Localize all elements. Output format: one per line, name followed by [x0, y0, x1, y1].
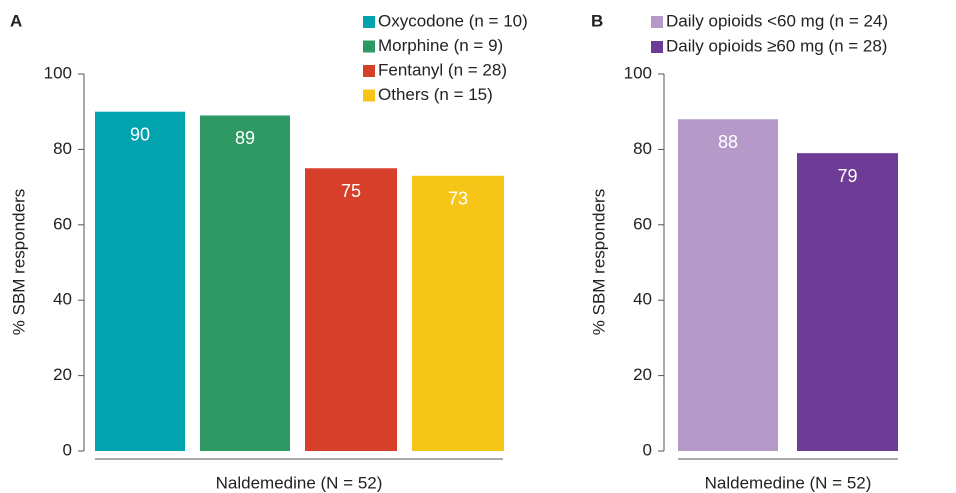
bar [797, 153, 898, 452]
y-axis-label: % SBM responders [9, 189, 28, 335]
y-tick-label: 60 [633, 214, 652, 233]
y-tick-label: 80 [53, 139, 72, 158]
y-tick-label: 0 [643, 440, 652, 459]
bar [678, 119, 778, 452]
value-label: 79 [837, 166, 857, 186]
y-tick-label: 80 [633, 139, 652, 158]
x-axis-label: Naldemedine (N = 52) [705, 473, 872, 492]
panel-label: B [591, 11, 603, 30]
y-axis-label: % SBM responders [589, 189, 608, 335]
legend-label: Morphine (n = 9) [378, 36, 503, 55]
legend-swatch [363, 89, 375, 102]
panel-label: A [10, 11, 22, 30]
y-tick-label: 20 [633, 365, 652, 384]
y-tick-label: 0 [63, 440, 72, 459]
y-tick-label: 60 [53, 214, 72, 233]
y-tick-label: 20 [53, 365, 72, 384]
legend-swatch [363, 16, 375, 28]
value-label: 89 [235, 128, 255, 148]
legend-swatch [363, 65, 375, 77]
x-axis-label: Naldemedine (N = 52) [216, 473, 383, 492]
legend-label: Fentanyl (n = 28) [378, 60, 507, 79]
value-label: 88 [718, 132, 738, 152]
bar [412, 175, 504, 452]
y-tick-label: 100 [44, 63, 72, 82]
y-tick-label: 40 [633, 290, 652, 309]
legend-swatch [651, 16, 663, 28]
value-label: 90 [130, 124, 150, 144]
y-tick-label: 40 [53, 290, 72, 309]
bar [200, 115, 290, 451]
value-label: 75 [341, 181, 361, 201]
legend-label: Oxycodone (n = 10) [378, 11, 528, 30]
value-label: 73 [448, 189, 468, 209]
bar [305, 168, 397, 451]
legend-swatch [651, 41, 663, 53]
y-tick-label: 100 [624, 63, 652, 82]
bar [95, 111, 185, 451]
legend-swatch [363, 40, 375, 53]
legend-label: Daily opioids <60 mg (n = 24) [666, 11, 888, 30]
legend-label: Daily opioids ≥60 mg (n = 28) [666, 36, 887, 55]
legend-label: Others (n = 15) [378, 85, 493, 104]
